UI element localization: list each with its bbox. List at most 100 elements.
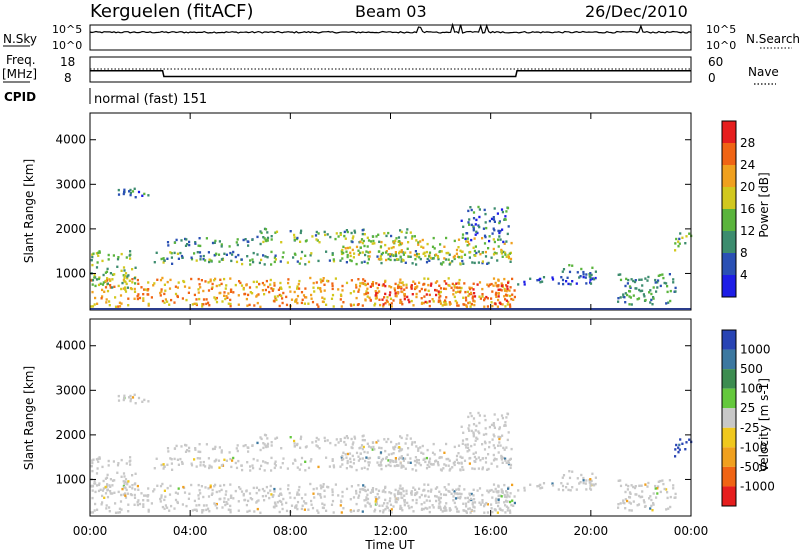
power-echo-cell bbox=[274, 231, 277, 234]
velocity-echo-cell bbox=[407, 447, 410, 450]
power-echo-cell bbox=[133, 187, 136, 190]
power-echo-cell bbox=[428, 259, 431, 262]
velocity-echo-cell bbox=[120, 458, 123, 462]
velocity-echo-cell bbox=[624, 507, 627, 510]
velocity-echo-cell bbox=[91, 511, 95, 514]
power-echo-cell bbox=[193, 293, 196, 297]
power-echo-cell bbox=[656, 281, 659, 284]
velocity-echo-cell bbox=[500, 490, 503, 494]
velocity-echo-cell bbox=[159, 500, 162, 503]
power-echo-cell bbox=[486, 297, 489, 300]
velocity-echo-cell bbox=[504, 511, 507, 514]
power-echo-cell bbox=[445, 303, 448, 306]
power-echo-cell bbox=[465, 240, 468, 243]
velocity-echo-cell bbox=[507, 431, 510, 434]
power-echo-cell bbox=[202, 289, 205, 293]
power-echo-cell bbox=[562, 268, 566, 271]
power-echo-cell bbox=[357, 288, 361, 291]
power-echo-cell bbox=[478, 295, 481, 298]
power-echo-cell bbox=[251, 292, 254, 295]
power-echo-cell bbox=[430, 282, 433, 285]
velocity-echo-cell bbox=[359, 488, 362, 491]
velocity-echo-cell bbox=[483, 504, 486, 508]
velocity-echo-cell bbox=[259, 511, 262, 514]
power-echo-cell bbox=[337, 288, 340, 291]
power-echo-cell bbox=[234, 255, 237, 259]
velocity-echo-cell bbox=[355, 489, 358, 493]
power-echo-cell bbox=[249, 259, 252, 262]
velocity-echo-cell bbox=[455, 454, 459, 458]
power-echo-cell bbox=[503, 218, 506, 221]
power-echo-cell bbox=[362, 239, 365, 243]
power-echo-cell bbox=[119, 294, 123, 297]
power-echo-cell bbox=[487, 247, 490, 250]
power-echo-cell bbox=[224, 297, 227, 301]
power-echo-cell bbox=[300, 257, 303, 260]
power-echo-cell bbox=[380, 240, 383, 244]
power-echo-cell bbox=[467, 221, 470, 224]
velocity-echo-cell bbox=[385, 464, 388, 468]
power-echo-cell bbox=[190, 256, 193, 259]
power-echo-cell bbox=[90, 305, 93, 308]
velocity-echo-cell bbox=[185, 504, 188, 508]
velocity-echo-cell bbox=[351, 446, 354, 450]
velocity-data-layer bbox=[90, 393, 693, 514]
power-echo-cell bbox=[470, 302, 473, 306]
power-echo-cell bbox=[152, 284, 155, 287]
power-echo-cell bbox=[652, 297, 655, 300]
velocity-echo-cell bbox=[484, 456, 487, 460]
velocity-echo-cell bbox=[447, 457, 450, 461]
velocity-echo-cell bbox=[384, 457, 388, 460]
power-echo-cell bbox=[363, 279, 367, 283]
velocity-echo-cell bbox=[582, 481, 585, 485]
power-echo-cell bbox=[499, 302, 502, 306]
velocity-echo-cell bbox=[397, 442, 401, 445]
velocity-echo-cell bbox=[415, 445, 418, 448]
power-echo-cell bbox=[143, 288, 146, 291]
velocity-echo-cell bbox=[127, 480, 130, 483]
power-echo-cell bbox=[438, 299, 441, 302]
velocity-echo-cell bbox=[190, 483, 193, 487]
velocity-echo-cell bbox=[585, 488, 588, 491]
power-echo-cell bbox=[375, 282, 378, 285]
power-echo-cell bbox=[275, 298, 278, 302]
power-echo-cell bbox=[473, 303, 476, 307]
power-echo-cell bbox=[652, 286, 655, 289]
velocity-echo-cell bbox=[332, 511, 335, 514]
velocity-echo-cell bbox=[223, 458, 226, 461]
power-echo-cell bbox=[296, 260, 299, 263]
velocity-echo-cell bbox=[410, 443, 414, 446]
velocity-echo-cell bbox=[266, 437, 269, 440]
velocity-echo-cell bbox=[321, 502, 324, 505]
velocity-echo-cell bbox=[406, 434, 409, 437]
power-echo-cell bbox=[384, 251, 388, 254]
velocity-echo-cell bbox=[406, 453, 409, 456]
power-echo-cell bbox=[630, 278, 633, 281]
velocity-echo-cell bbox=[538, 484, 541, 488]
power-echo-cell bbox=[123, 276, 126, 280]
velocity-echo-cell bbox=[491, 496, 494, 499]
velocity-echo-cell bbox=[428, 510, 431, 514]
power-echo-cell bbox=[470, 223, 473, 227]
power-echo-cell bbox=[492, 247, 495, 251]
velocity-echo-cell bbox=[103, 496, 106, 499]
power-echo-cell bbox=[264, 288, 267, 292]
velocity-echo-cell bbox=[138, 502, 142, 506]
power-echo-cell bbox=[641, 289, 644, 292]
velocity-echo-cell bbox=[571, 486, 574, 489]
power-echo-cell bbox=[432, 300, 435, 303]
velocity-echo-cell bbox=[386, 506, 389, 510]
velocity-echo-cell bbox=[488, 489, 491, 492]
power-echo-cell bbox=[488, 219, 491, 223]
power-echo-cell bbox=[230, 259, 233, 263]
power-echo-cell bbox=[120, 269, 123, 272]
velocity-echo-cell bbox=[180, 460, 184, 464]
velocity-echo-cell bbox=[96, 508, 99, 511]
velocity-echo-cell bbox=[270, 444, 273, 447]
power-echo-cell bbox=[451, 282, 454, 286]
power-echo-cell bbox=[481, 260, 484, 263]
velocity-echo-cell bbox=[416, 491, 419, 494]
velocity-echo-cell bbox=[101, 465, 104, 469]
